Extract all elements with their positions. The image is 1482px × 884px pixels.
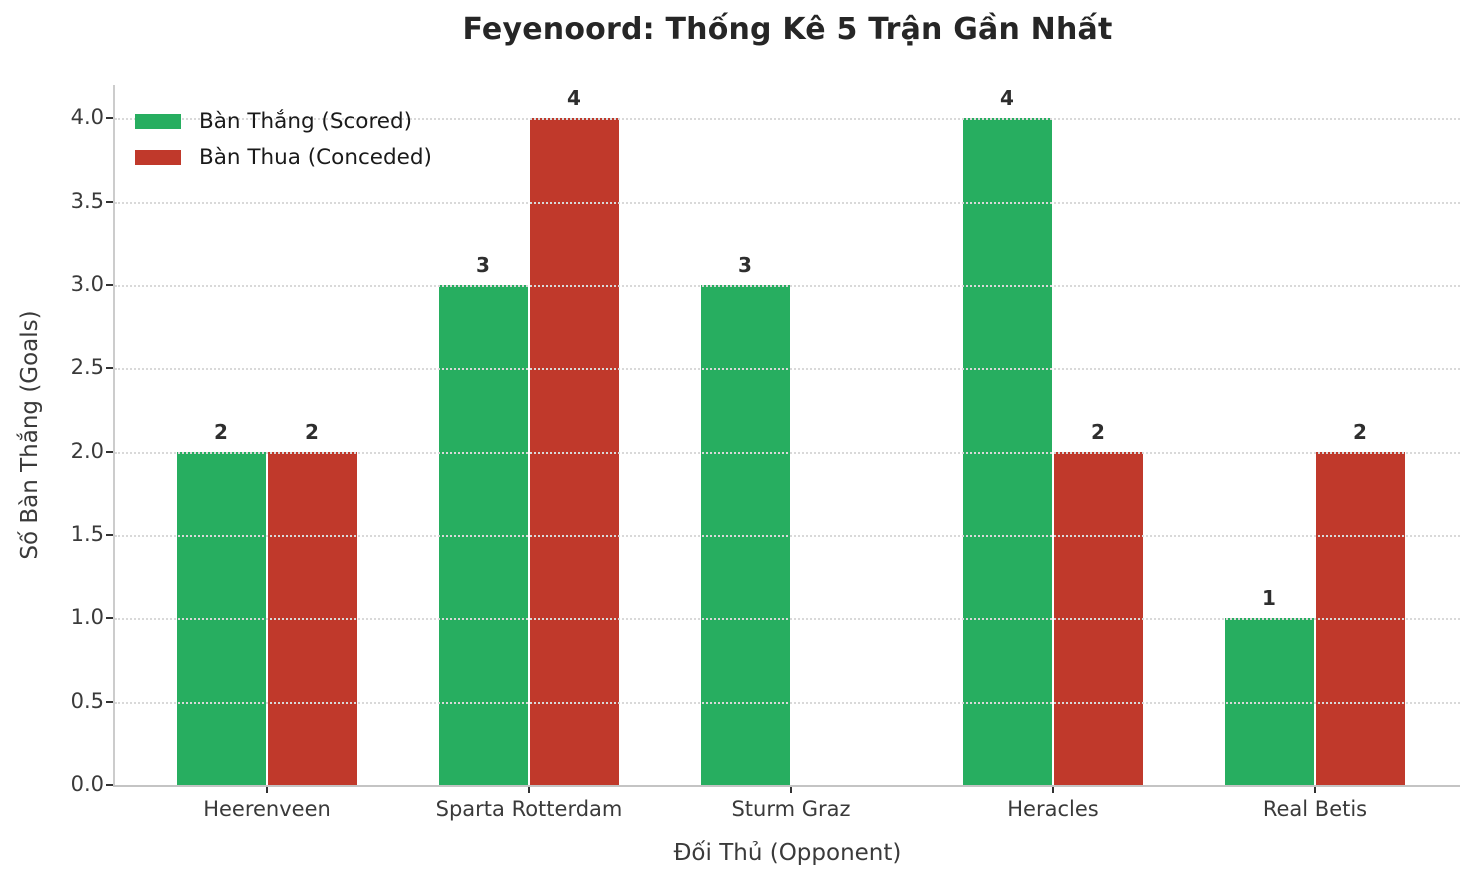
bar-value-label: 2 [1091, 419, 1105, 444]
y-tick-label: 4.0 [70, 105, 104, 130]
bar-value-label: 2 [214, 419, 228, 444]
gridline [115, 201, 1460, 204]
y-tick-mark [106, 117, 115, 120]
y-tick-mark [106, 450, 115, 453]
gridline [115, 118, 1460, 121]
x-tick-label: Real Betis [1262, 797, 1368, 821]
gridline [115, 618, 1460, 621]
y-tick-mark [106, 284, 115, 286]
x-tick-mark [1052, 785, 1054, 793]
bar-value-label: 2 [1353, 419, 1367, 444]
y-tick-mark [106, 784, 115, 786]
y-tick-label: 0.5 [70, 688, 104, 713]
bar-value-label: 4 [567, 86, 581, 111]
y-tick-label: 1.0 [70, 605, 104, 630]
y-tick-label: 2.0 [70, 438, 104, 463]
bar-value-label: 3 [476, 253, 490, 277]
gridline [115, 368, 1460, 371]
gridline [115, 451, 1460, 454]
x-axis-title: Đối Thủ (Opponent) [673, 840, 902, 866]
x-tick-mark [1314, 785, 1316, 793]
x-axis-spine [113, 785, 1460, 787]
y-tick-label: 0.0 [70, 772, 104, 796]
bar-value-label: 4 [1000, 86, 1014, 111]
x-tick-mark [528, 785, 530, 793]
legend-swatch [135, 113, 181, 129]
y-tick-mark [106, 617, 115, 620]
x-tick-label: Sparta Rotterdam [435, 797, 623, 821]
y-tick-mark [106, 200, 115, 203]
chart-title: Feyenoord: Thống Kê 5 Trận Gần Nhất [462, 12, 1113, 47]
gridline [115, 285, 1460, 287]
legend-label: Bàn Thua (Conceded) [199, 144, 432, 170]
legend-item: Bàn Thua (Conceded) [135, 139, 432, 175]
y-tick-label: 2.5 [70, 355, 104, 380]
bar-value-label: 3 [738, 253, 752, 277]
y-axis-spine [113, 85, 115, 785]
y-axis-title: Số Bàn Thắng (Goals) [17, 310, 43, 560]
y-tick-label: 1.5 [70, 522, 104, 546]
y-tick-mark [106, 700, 115, 703]
x-tick-label: Heerenveen [203, 797, 331, 821]
legend-swatch [135, 149, 181, 165]
gridline [115, 701, 1460, 704]
legend-label: Bàn Thắng (Scored) [199, 108, 413, 134]
bar-value-label: 2 [305, 419, 319, 444]
bar-value-label: 1 [1262, 586, 1276, 611]
x-tick-mark [790, 785, 792, 793]
y-tick-mark [106, 367, 115, 370]
y-tick-label: 3.5 [70, 188, 104, 213]
gridline [115, 535, 1460, 537]
x-tick-mark [266, 785, 268, 793]
x-tick-label: Sturm Graz [731, 797, 851, 821]
legend-item: Bàn Thắng (Scored) [135, 103, 432, 139]
y-tick-label: 3.0 [70, 272, 104, 296]
y-tick-mark [106, 534, 115, 536]
plot-area: 2 3 3 4 1 2 4 2 2 Bàn Thắng (Scored) Bàn Thua (Co… [113, 85, 1460, 787]
x-tick-label: Heracles [1007, 797, 1099, 821]
legend: Bàn Thắng (Scored) Bàn Thua (Conceded) [135, 103, 432, 175]
